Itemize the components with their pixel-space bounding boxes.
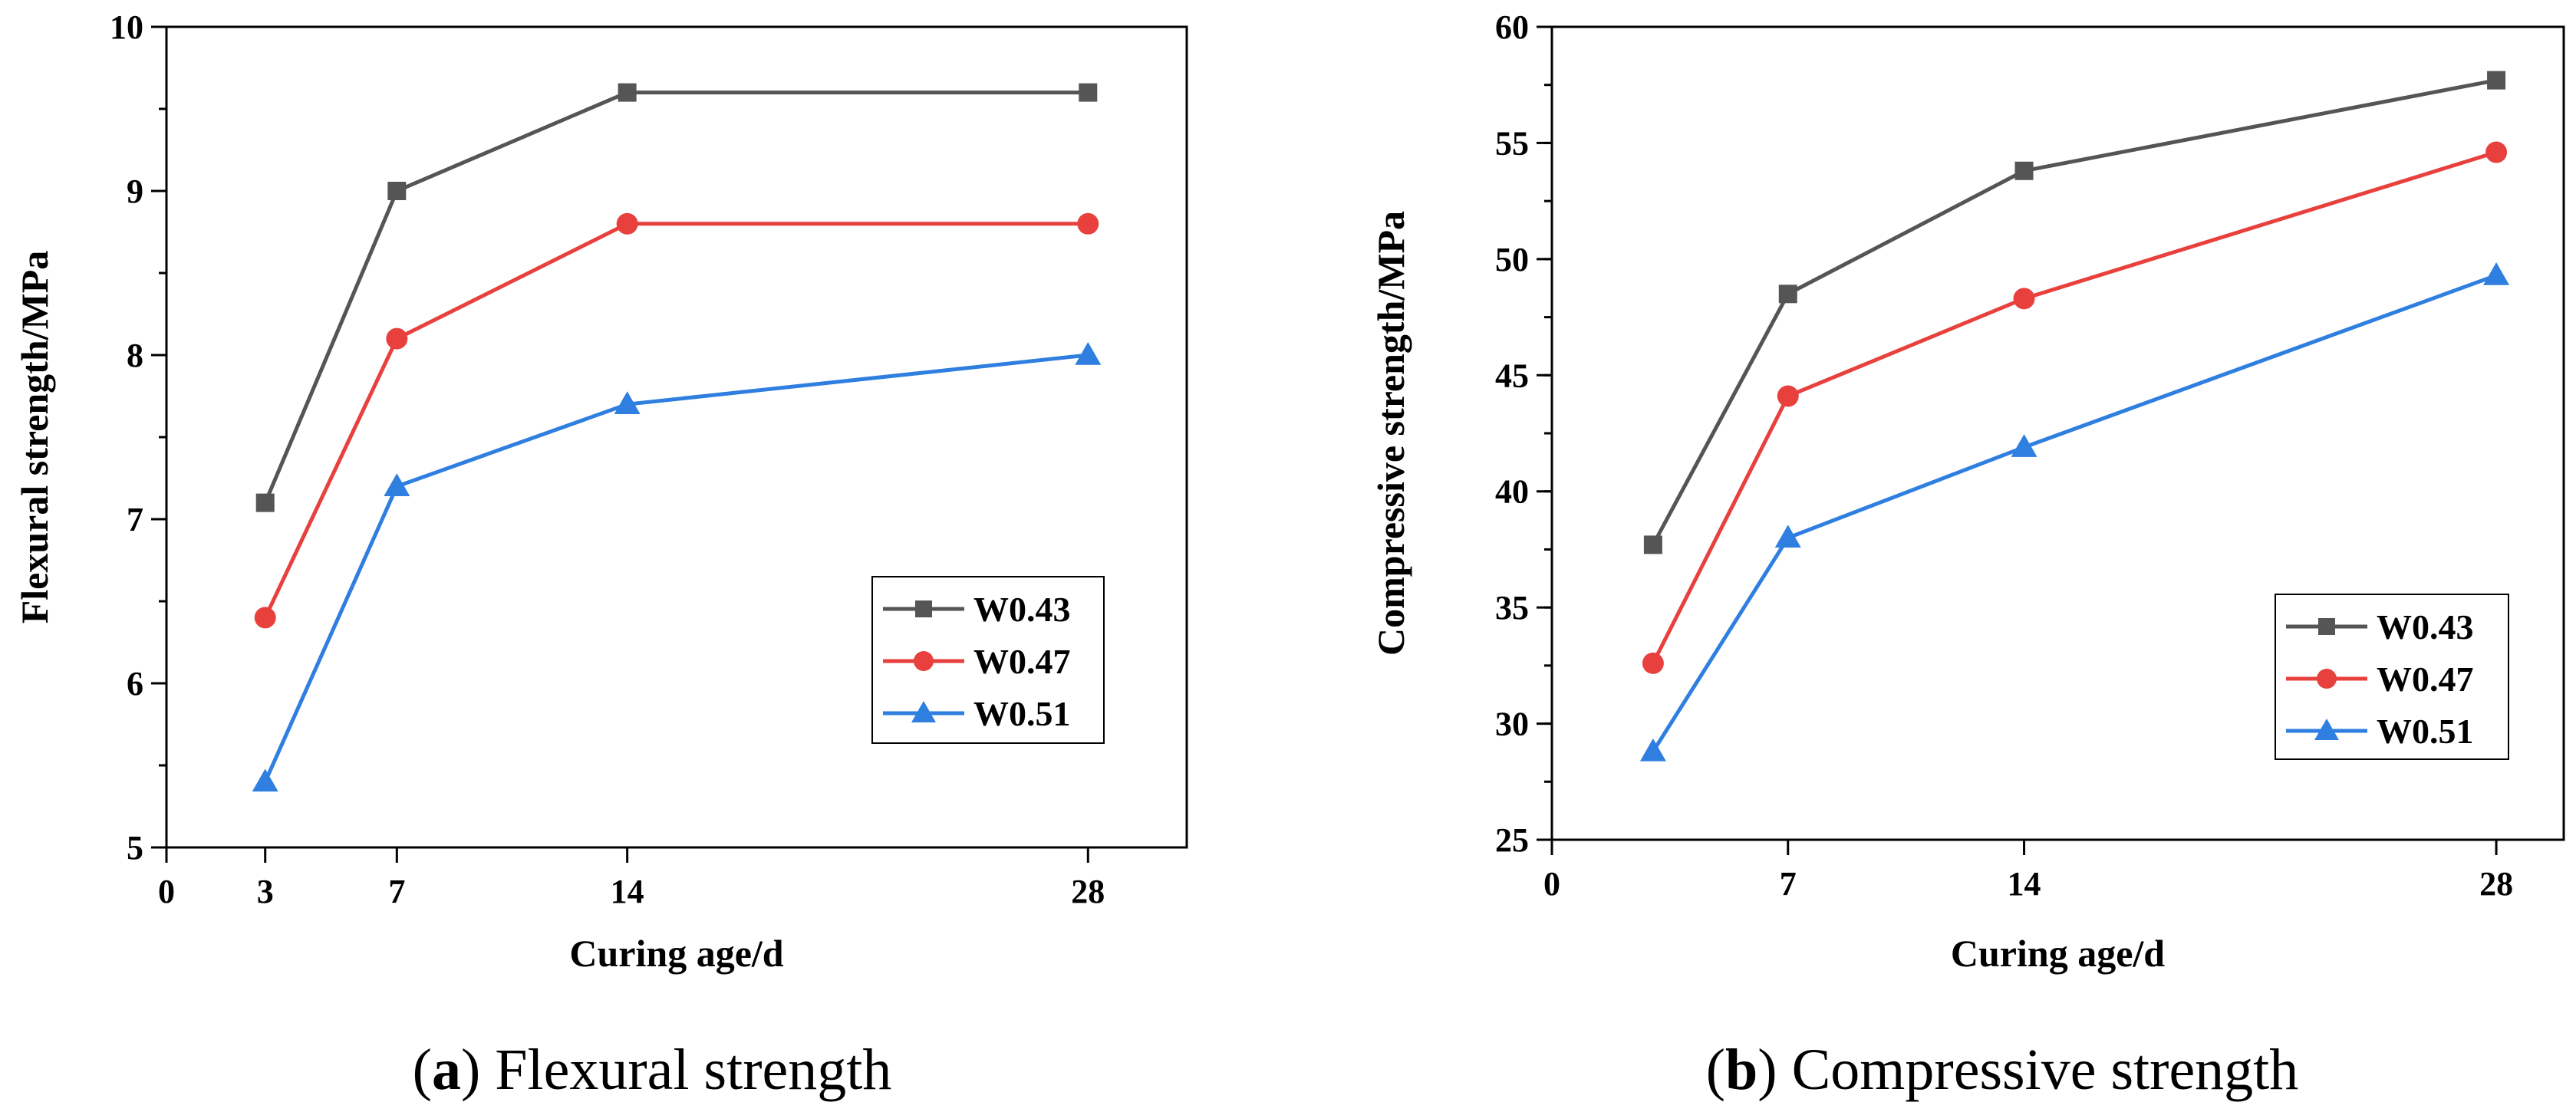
chart-compressive-strength: 25 30 35 40 45 50 55 60 0 7 14 28 Curing age/d Compre… [1369, 8, 2565, 1102]
data-point-w0-47 [1777, 385, 1799, 407]
caption-letter: a [432, 1038, 461, 1102]
y-tick-label: 8 [127, 337, 143, 374]
data-point-w0-43 [618, 83, 637, 102]
legend-label: W0.47 [973, 642, 1071, 681]
data-point-w0-51 [2483, 262, 2510, 285]
data-point-w0-43 [255, 493, 275, 512]
legend-marker [2314, 719, 2339, 740]
data-point-w0-47 [1642, 652, 1664, 674]
y-tick-label: 9 [127, 173, 143, 210]
legend-label: W0.51 [2377, 712, 2474, 751]
x-tick-label: 14 [611, 873, 644, 910]
x-tick-label: 28 [1071, 873, 1105, 910]
series-line-w0-47 [263, 222, 1089, 619]
series-line-w0-51 [263, 353, 1089, 783]
y-tick-label: 60 [1495, 8, 1529, 46]
legend-label: W0.43 [2377, 607, 2474, 646]
data-point-w0-47 [1077, 212, 1099, 235]
data-point-w0-43 [387, 182, 407, 200]
y-tick-label: 45 [1495, 357, 1529, 394]
data-point-w0-51 [384, 473, 410, 496]
y-tick-label: 7 [127, 501, 143, 538]
series-line-w0-51 [1651, 273, 2497, 753]
data-point-w0-43 [2487, 71, 2506, 90]
chart-flexural-strength: 5 6 7 8 9 10 0 3 7 14 28 Curing age/d Flexural stren… [13, 8, 1188, 1102]
y-tick-label: 30 [1495, 706, 1529, 743]
figure-caption: (a) Flexural strength [413, 1038, 892, 1102]
y-tick-label: 50 [1495, 241, 1529, 278]
legend-label: W0.51 [973, 694, 1071, 733]
y-tick-label: 40 [1495, 473, 1529, 511]
y-axis-label: Compressive strength/MPa [1369, 211, 1412, 656]
legend-marker [2318, 618, 2335, 635]
x-tick-label: 3 [257, 873, 274, 910]
data-point-w0-51 [2011, 434, 2037, 457]
legend-marker [2317, 669, 2337, 689]
y-tick-label: 5 [127, 829, 143, 867]
data-point-w0-47 [2013, 288, 2035, 310]
caption-letter: b [1725, 1038, 1757, 1102]
y-tick-label: 25 [1495, 821, 1529, 859]
data-point-w0-51 [1639, 738, 1666, 762]
caption-text: Flexural strength [495, 1038, 891, 1102]
data-point-w0-51 [252, 768, 278, 792]
series-line-w0-43 [263, 90, 1089, 504]
data-point-w0-51 [1075, 342, 1102, 365]
y-axis-label: Flexural strength/MPa [13, 251, 56, 624]
legend-marker [914, 651, 934, 671]
data-point-w0-51 [614, 391, 641, 414]
x-tick-label: 14 [2008, 865, 2041, 903]
data-point-w0-43 [1778, 285, 1797, 304]
legend: W0.43 W0.47 W0.51 [871, 576, 1105, 744]
x-axis-label: Curing age/d [569, 932, 783, 975]
data-point-w0-47 [2485, 141, 2508, 163]
caption-text: Compressive strength [1792, 1038, 2299, 1102]
x-tick-label: 28 [2479, 865, 2513, 903]
y-tick-label: 6 [127, 665, 143, 702]
y-tick-label: 35 [1495, 589, 1529, 627]
data-point-w0-47 [386, 327, 408, 350]
data-point-w0-47 [616, 212, 638, 235]
legend: W0.43 W0.47 W0.51 [2275, 594, 2509, 760]
data-point-w0-43 [2014, 161, 2034, 180]
figure-caption: (b) Compressive strength [1706, 1038, 2299, 1102]
data-point-w0-43 [1079, 83, 1098, 102]
legend-label: W0.47 [2377, 660, 2474, 699]
x-tick-label: 7 [388, 873, 405, 910]
x-axis-label: Curing age/d [1951, 932, 2165, 975]
legend-marker [915, 600, 932, 617]
data-point-w0-43 [1643, 535, 1662, 554]
y-tick-label: 10 [110, 8, 143, 46]
data-point-w0-51 [1774, 525, 1801, 548]
x-tick-label: 0 [158, 873, 175, 910]
legend-label: W0.43 [973, 590, 1071, 629]
y-tick-label: 55 [1495, 124, 1529, 162]
series-line-w0-43 [1651, 78, 2497, 546]
x-tick-label: 0 [1543, 865, 1560, 903]
series-line-w0-47 [1651, 150, 2497, 664]
x-tick-label: 7 [1780, 865, 1797, 903]
data-point-w0-47 [254, 607, 276, 629]
legend-marker [911, 701, 936, 722]
